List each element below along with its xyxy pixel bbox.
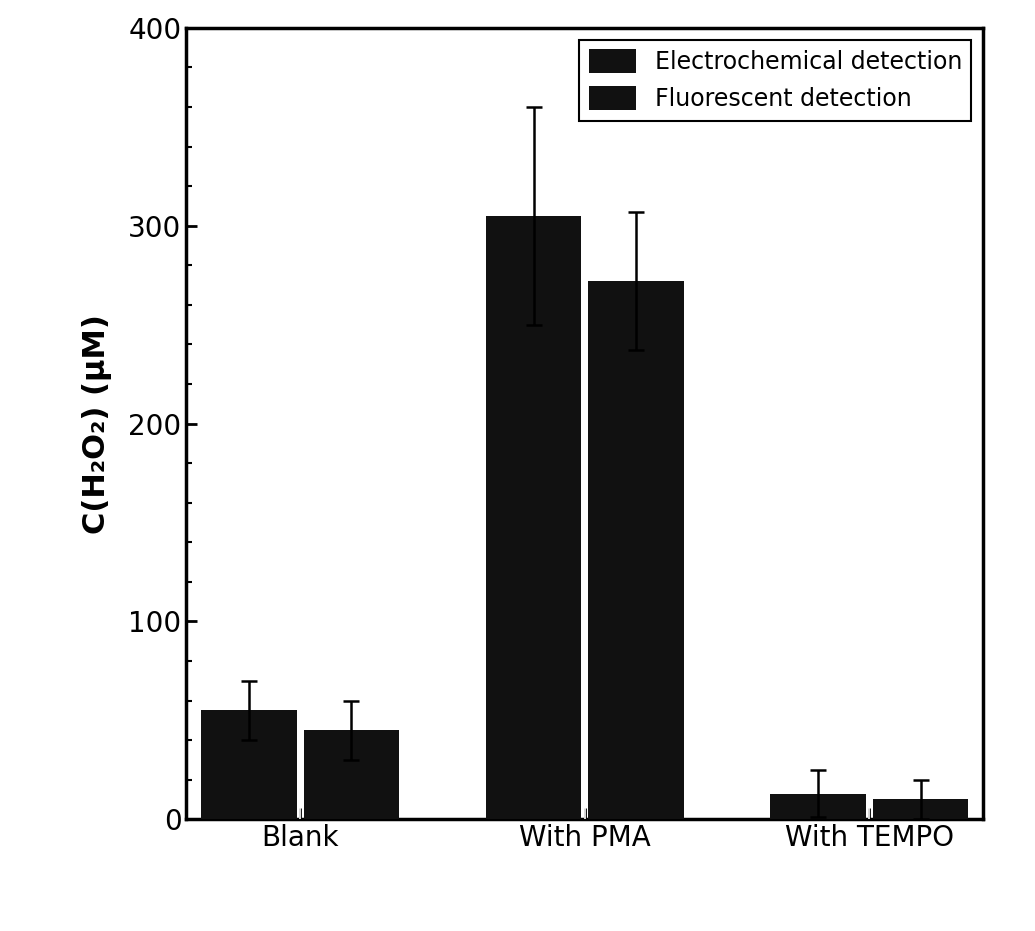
Bar	[303, 730, 400, 819]
Bar	[201, 710, 297, 819]
Bar	[588, 281, 684, 819]
Bar	[770, 793, 866, 819]
Legend: Electrochemical detection, Fluorescent detection: Electrochemical detection, Fluorescent d…	[579, 40, 972, 121]
Bar	[873, 800, 969, 819]
Bar	[485, 216, 582, 819]
Y-axis label: C(H₂O₂) (μM): C(H₂O₂) (μM)	[82, 314, 112, 533]
